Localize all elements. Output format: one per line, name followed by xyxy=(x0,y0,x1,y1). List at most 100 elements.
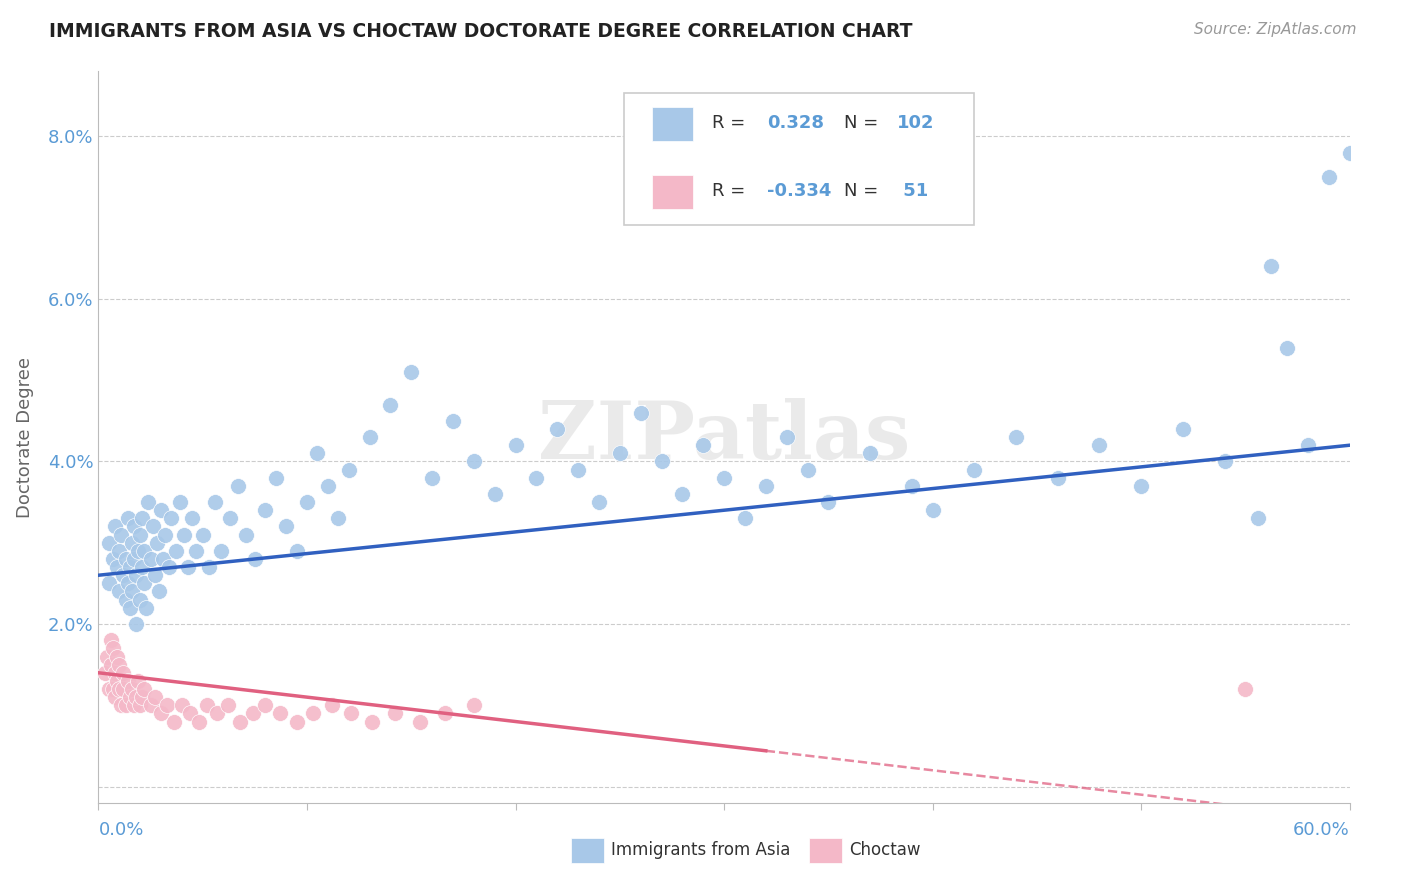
FancyBboxPatch shape xyxy=(571,838,605,863)
Point xyxy=(195,698,218,713)
Point xyxy=(359,430,381,444)
Point xyxy=(254,698,277,713)
Point xyxy=(127,544,149,558)
Point xyxy=(129,527,152,541)
Point xyxy=(630,406,652,420)
Point xyxy=(1296,438,1319,452)
Point xyxy=(1277,341,1299,355)
Point xyxy=(1046,471,1069,485)
Point xyxy=(463,454,485,468)
Point xyxy=(218,511,240,525)
Point xyxy=(108,584,131,599)
Point xyxy=(134,544,156,558)
Point xyxy=(295,495,318,509)
Point xyxy=(134,681,156,696)
Y-axis label: Doctorate Degree: Doctorate Degree xyxy=(15,357,34,517)
FancyBboxPatch shape xyxy=(624,94,974,225)
FancyBboxPatch shape xyxy=(651,107,693,141)
Point xyxy=(125,568,148,582)
Point xyxy=(526,471,548,485)
FancyBboxPatch shape xyxy=(651,175,693,209)
Point xyxy=(900,479,922,493)
Point xyxy=(129,592,152,607)
Point xyxy=(101,641,124,656)
Point xyxy=(100,657,122,672)
Point xyxy=(484,487,506,501)
Point xyxy=(97,681,120,696)
Point xyxy=(143,568,166,582)
Point xyxy=(1005,430,1028,444)
Point xyxy=(152,552,174,566)
Point xyxy=(360,714,382,729)
Point xyxy=(1213,454,1236,468)
Point xyxy=(108,681,131,696)
Point xyxy=(121,535,143,549)
Point xyxy=(755,479,778,493)
Point xyxy=(441,414,464,428)
Point xyxy=(127,673,149,688)
Point xyxy=(131,560,153,574)
Point xyxy=(122,519,145,533)
Point xyxy=(181,511,204,525)
Text: ZIPatlas: ZIPatlas xyxy=(538,398,910,476)
Point xyxy=(114,592,136,607)
Point xyxy=(1317,169,1340,184)
Point xyxy=(692,438,714,452)
Text: 0.0%: 0.0% xyxy=(98,821,143,839)
Point xyxy=(211,544,233,558)
Point xyxy=(125,617,148,632)
Point xyxy=(776,430,799,444)
Point xyxy=(105,649,128,664)
Point xyxy=(796,462,818,476)
Text: R =: R = xyxy=(711,182,745,200)
Point xyxy=(110,698,132,713)
Point xyxy=(150,503,173,517)
Point xyxy=(108,544,131,558)
Point xyxy=(100,633,122,648)
Point xyxy=(112,681,135,696)
Point xyxy=(114,698,136,713)
Point xyxy=(817,495,839,509)
Point xyxy=(129,698,152,713)
Text: Immigrants from Asia: Immigrants from Asia xyxy=(612,840,790,859)
Point xyxy=(112,568,135,582)
Point xyxy=(505,438,527,452)
Point xyxy=(187,714,209,729)
Point xyxy=(101,552,124,566)
Text: 0.328: 0.328 xyxy=(766,113,824,131)
Point xyxy=(177,560,200,574)
Point xyxy=(156,698,179,713)
Point xyxy=(148,584,170,599)
Point xyxy=(150,706,173,721)
Point xyxy=(337,462,360,476)
Point xyxy=(97,535,120,549)
Point xyxy=(104,519,127,533)
Point xyxy=(105,673,128,688)
Point xyxy=(186,544,208,558)
Point xyxy=(198,560,221,574)
Point xyxy=(274,519,298,533)
Point xyxy=(316,479,339,493)
Point xyxy=(117,673,139,688)
Text: Choctaw: Choctaw xyxy=(849,840,921,859)
Point xyxy=(153,527,176,541)
Point xyxy=(105,560,128,574)
Point xyxy=(131,511,153,525)
Point xyxy=(264,471,287,485)
Point xyxy=(117,511,139,525)
Point xyxy=(921,503,943,517)
Point xyxy=(191,527,214,541)
Point xyxy=(1260,260,1282,274)
Point xyxy=(118,600,141,615)
Point xyxy=(112,665,135,680)
Point xyxy=(328,511,350,525)
Point xyxy=(122,552,145,566)
Point xyxy=(135,600,157,615)
Point xyxy=(104,665,127,680)
Text: N =: N = xyxy=(844,113,879,131)
Point xyxy=(285,544,308,558)
Point xyxy=(165,544,187,558)
Point xyxy=(169,495,191,509)
Text: 51: 51 xyxy=(897,182,928,200)
Point xyxy=(139,698,162,713)
